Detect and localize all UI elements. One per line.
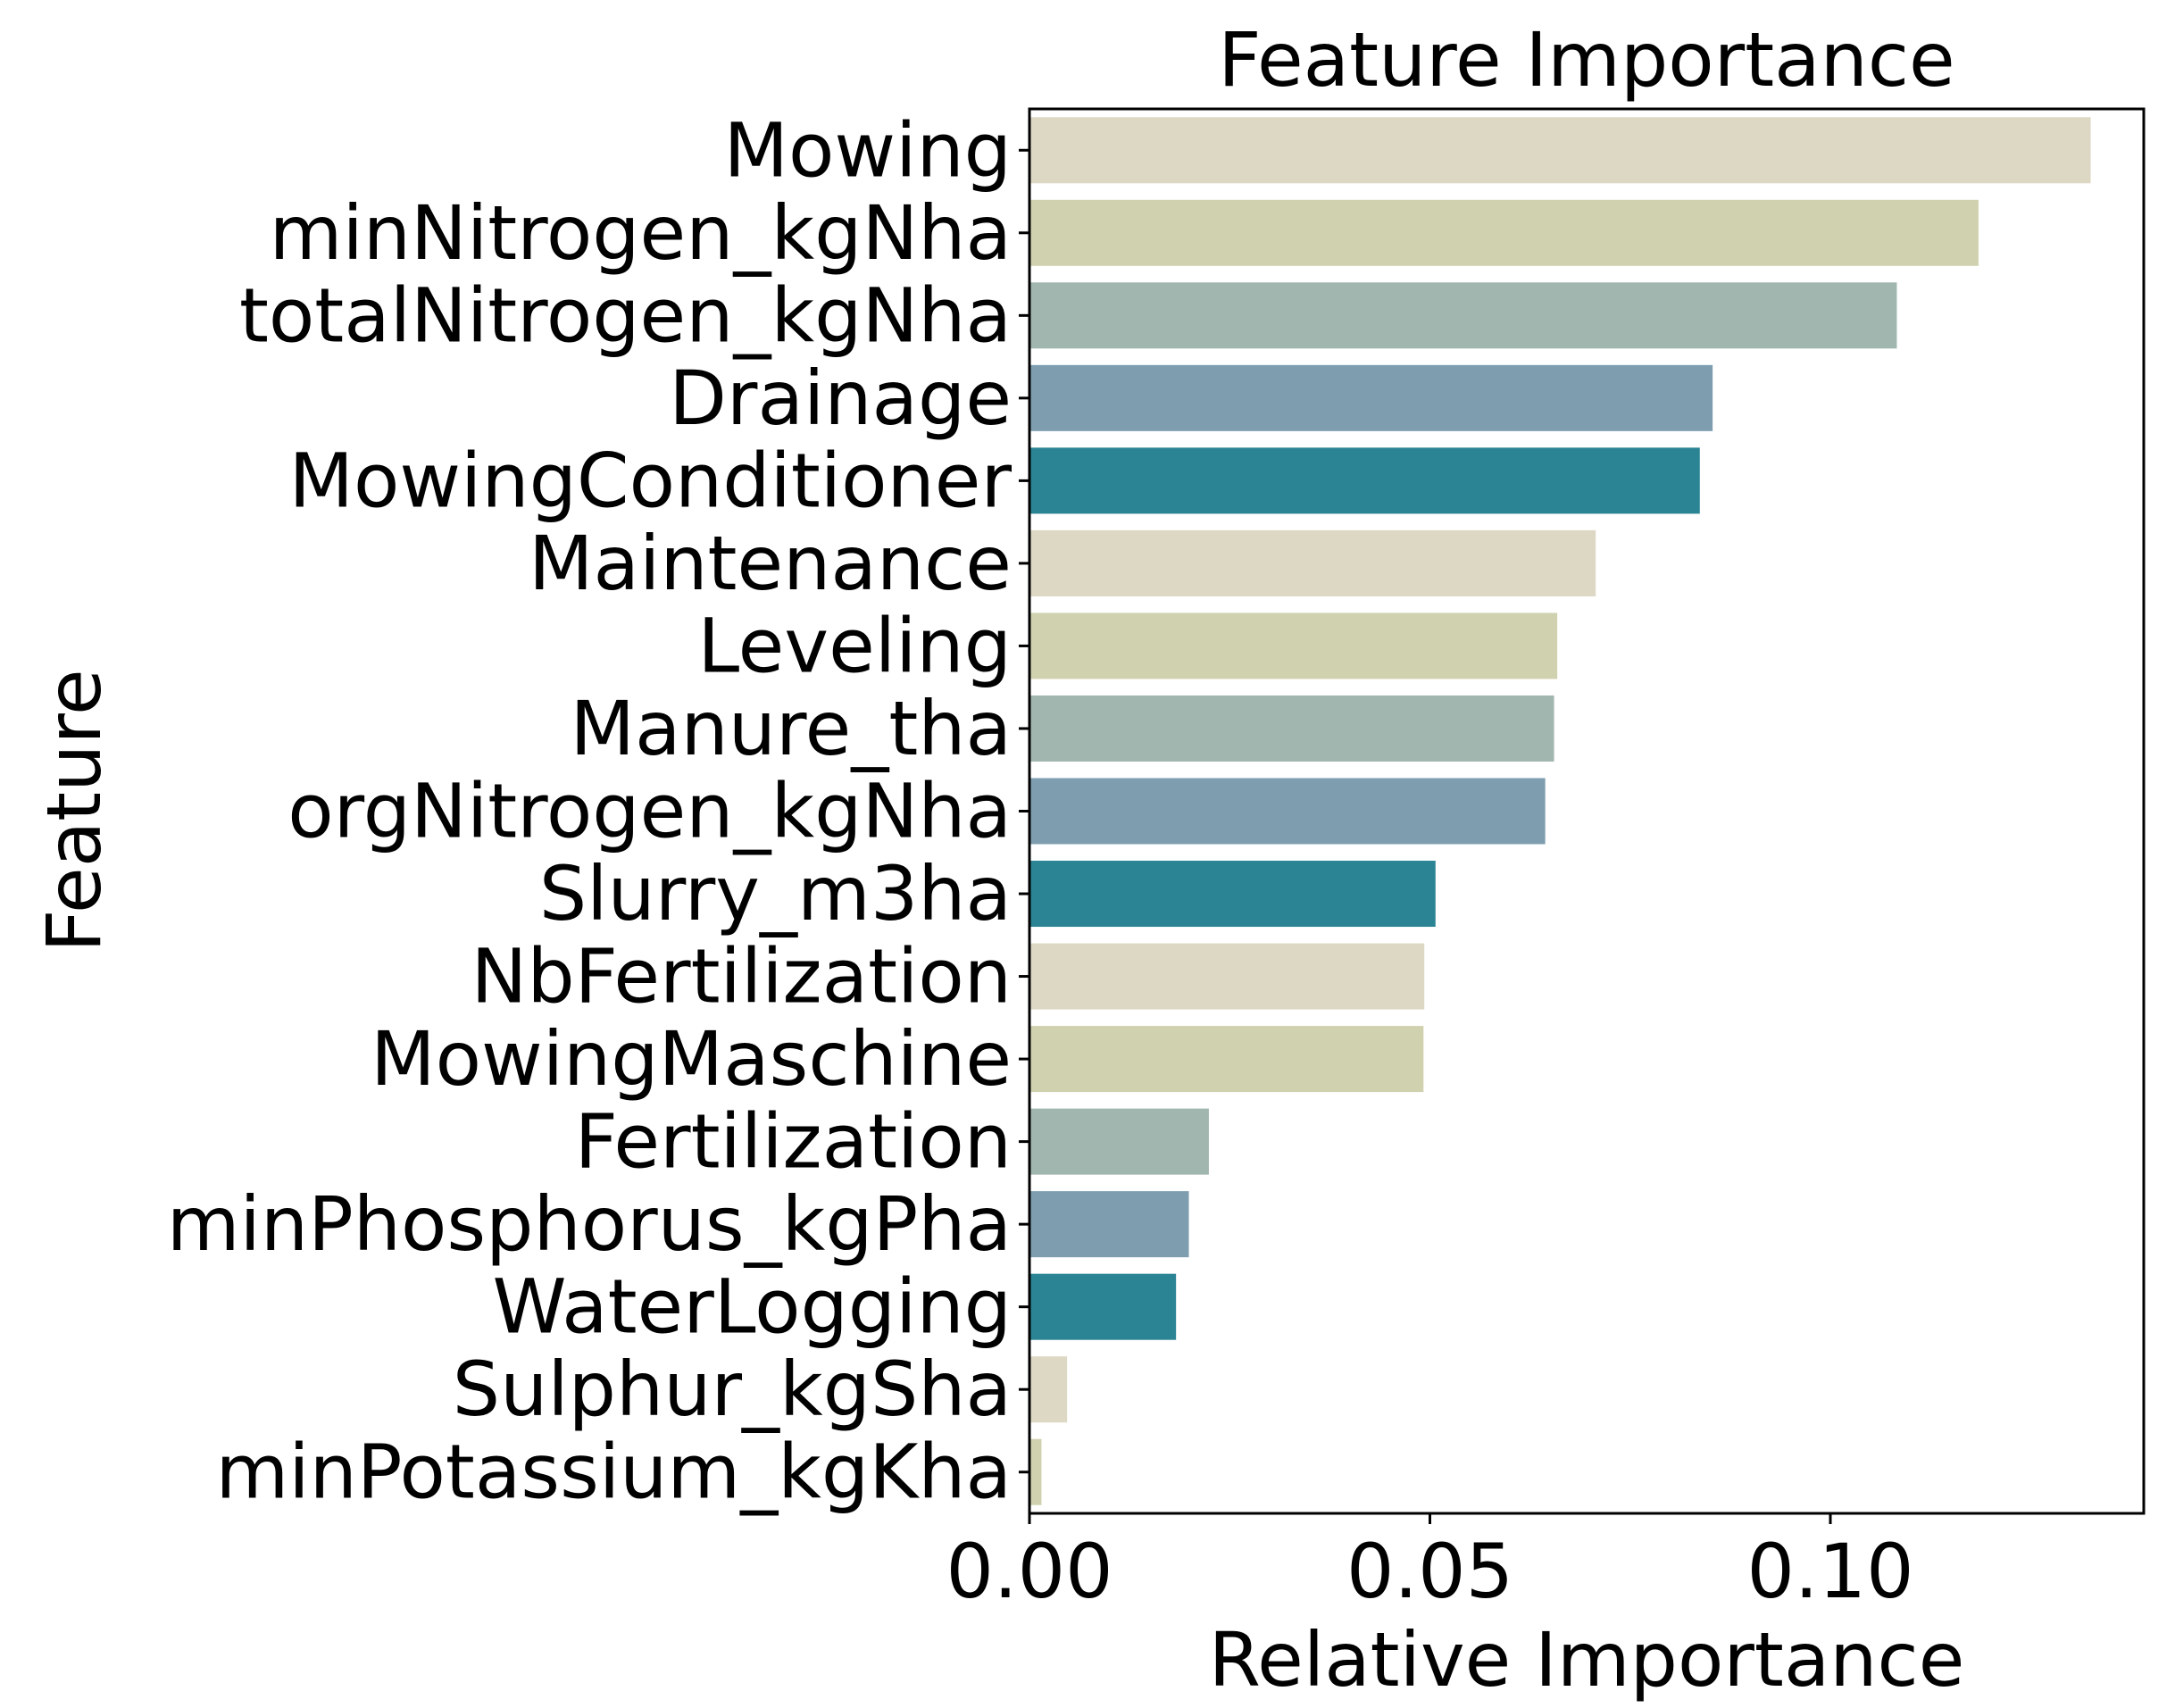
y-tick-label: MowingConditioner: [288, 437, 1012, 524]
plot-frame: [1028, 107, 2146, 1515]
bar-Fertilization: [1029, 1108, 1209, 1175]
y-tick-label: Slurry_m3ha: [539, 850, 1012, 937]
y-tick-label: Drainage: [669, 354, 1012, 442]
y-tick-label: orgNitrogen_kgNha: [288, 768, 1012, 855]
y-tick-label: WaterLogging: [492, 1263, 1012, 1351]
bar-totalNitrogen_kgNha: [1029, 282, 1897, 349]
x-tick-label: 0.05: [1346, 1528, 1513, 1615]
bar-minPhosphorus_kgPha: [1029, 1191, 1189, 1258]
bar-Mowing: [1029, 117, 2091, 184]
y-tick-label: Manure_tha: [571, 685, 1012, 772]
y-axis-ticks: MowingminNitrogen_kgNhatotalNitrogen_kgN…: [167, 106, 1029, 1516]
bar-Slurry_m3ha: [1029, 861, 1436, 928]
x-tick-label: 0.10: [1746, 1528, 1913, 1615]
chart-title: Feature Importance: [1218, 16, 1954, 104]
bar-NbFertilization: [1029, 943, 1425, 1010]
y-tick-label: Leveling: [697, 602, 1012, 689]
bar-minPotassium_kgKha: [1029, 1438, 1042, 1505]
bars-group: [1029, 117, 2091, 1505]
y-tick-label: minPotassium_kgKha: [215, 1429, 1012, 1516]
bar-orgNitrogen_kgNha: [1029, 778, 1546, 845]
y-tick-label: minPhosphorus_kgPha: [167, 1180, 1012, 1268]
y-tick-label: totalNitrogen_kgNha: [239, 271, 1012, 359]
bar-Drainage: [1029, 364, 1713, 431]
y-tick-label: Fertilization: [575, 1098, 1012, 1186]
x-axis-label: Relative Importance: [1209, 1616, 1965, 1704]
y-axis-label: Feature: [30, 669, 118, 952]
y-tick-label: MowingMaschine: [371, 1015, 1012, 1103]
bar-MowingConditioner: [1029, 447, 1700, 514]
bar-Sulphur_kgSha: [1029, 1356, 1068, 1423]
bar-MowingMaschine: [1029, 1026, 1424, 1093]
x-axis-ticks: 0.00 0.05 0.10: [946, 1513, 1914, 1615]
y-tick-label: Mowing: [724, 106, 1012, 194]
bar-Manure_tha: [1029, 695, 1554, 762]
bar-Leveling: [1029, 612, 1558, 679]
x-tick-label: 0.00: [946, 1528, 1112, 1615]
y-tick-label: minNitrogen_kgNha: [270, 189, 1012, 277]
bar-Maintenance: [1029, 529, 1596, 596]
bar-minNitrogen_kgNha: [1029, 199, 1979, 266]
y-tick-label: NbFertilization: [471, 933, 1012, 1021]
bar-WaterLogging: [1029, 1273, 1177, 1340]
y-tick-label: Maintenance: [529, 520, 1012, 607]
y-tick-label: Sulphur_kgSha: [453, 1346, 1012, 1433]
